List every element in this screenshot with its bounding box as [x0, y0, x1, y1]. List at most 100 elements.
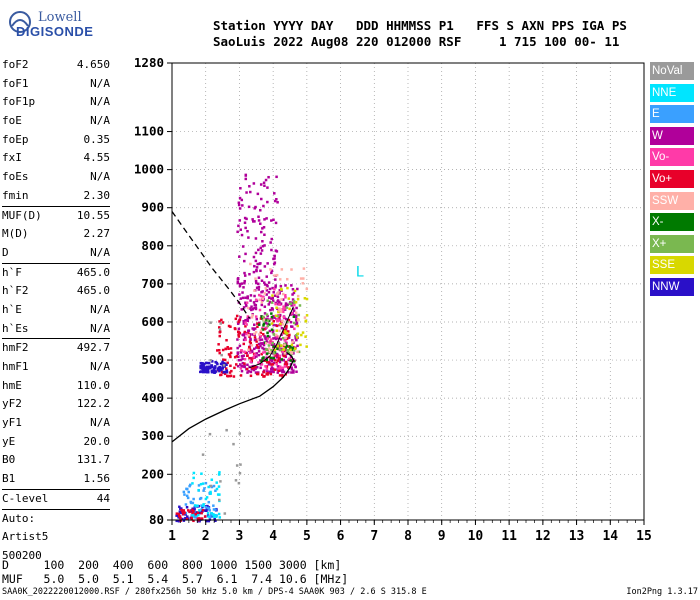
param-row: C-level 44 [2, 490, 110, 509]
echo-point [206, 511, 210, 515]
echo-point [243, 271, 246, 275]
echo-point [303, 297, 307, 300]
echo-point [274, 302, 277, 306]
echo-point [254, 365, 257, 369]
echo-point [236, 281, 240, 285]
echo-point [261, 295, 265, 299]
echo-point [269, 317, 272, 321]
echo-point [278, 329, 281, 333]
echo-point [238, 432, 242, 435]
y-tick-label: 1100 [134, 124, 164, 139]
echo-point [229, 325, 232, 328]
echo-point [204, 497, 208, 501]
echo-point [239, 367, 243, 370]
echo-point [237, 331, 241, 334]
echo-point [212, 513, 215, 516]
echo-point [265, 326, 268, 329]
echo-point [196, 511, 200, 515]
header-line2: SaoLuis 2022 Aug08 220 012000 RSF 1 715 … [213, 34, 620, 49]
echo-point [301, 331, 305, 334]
echo-point [245, 323, 248, 326]
echo-point [290, 351, 294, 355]
echo-point [276, 314, 280, 318]
echo-point [299, 343, 302, 347]
param-name: MUF(D) [2, 208, 42, 222]
echo-point [266, 322, 269, 326]
echo-point [205, 365, 209, 369]
echo-point [193, 504, 197, 507]
echo-point [295, 336, 299, 339]
echo-point [205, 496, 209, 499]
echo-point [244, 318, 247, 322]
echo-point [248, 348, 252, 351]
echo-point [265, 283, 269, 287]
echo-point [281, 350, 284, 353]
echo-point [260, 363, 264, 366]
echo-point [259, 246, 262, 250]
echo-point [281, 370, 284, 374]
echo-point [229, 364, 232, 368]
echo-point [251, 307, 255, 311]
echo-point [175, 514, 178, 517]
echo-point [274, 333, 278, 337]
echo-point [237, 320, 240, 324]
param-value: 131.7 [76, 453, 110, 467]
echo-point [271, 341, 274, 345]
echo-point [269, 241, 272, 244]
echo-point [213, 369, 216, 373]
echo-point [214, 489, 217, 493]
echo-point [290, 268, 293, 271]
echo-point [263, 292, 266, 295]
echo-point [181, 510, 184, 514]
echo-point [244, 351, 247, 355]
echo-points [175, 173, 309, 523]
echo-point [279, 367, 282, 370]
echo-point [280, 268, 284, 271]
echo-point [246, 295, 249, 298]
polarization-legend: NoVal NNE E W Vo- Vo+ SSW X- X+ SSE NNW [650, 62, 694, 300]
echo-point [270, 366, 274, 369]
echo-point [237, 481, 241, 485]
echo-point [264, 336, 267, 339]
echo-point [241, 361, 245, 365]
echo-point [269, 358, 272, 362]
logo-line2: DIGISONDE [16, 24, 94, 39]
echo-point [281, 308, 284, 311]
echo-point [280, 322, 283, 326]
echo-point [260, 352, 263, 356]
echo-point [242, 333, 245, 337]
echo-point [201, 510, 204, 513]
echo-point [266, 319, 270, 322]
echo-point [197, 484, 201, 487]
echo-point [278, 374, 282, 377]
echo-point [234, 479, 238, 482]
echo-point [234, 327, 237, 331]
echo-point [204, 367, 208, 371]
echo-point [220, 353, 223, 357]
echo-point [259, 269, 262, 273]
echo-point [239, 282, 242, 286]
echo-point [244, 302, 248, 306]
echo-point [179, 507, 182, 511]
echo-point [290, 368, 294, 371]
echo-point [262, 324, 265, 327]
echo-point [241, 204, 244, 207]
echo-point [240, 282, 244, 285]
echo-point [270, 348, 273, 352]
echo-point [190, 518, 193, 521]
echo-point [267, 281, 271, 284]
y-tick-label: 200 [141, 466, 164, 481]
echo-point [294, 316, 298, 319]
echo-point [257, 353, 261, 357]
echo-point [192, 497, 195, 501]
echo-point [282, 370, 286, 374]
echo-point [219, 362, 223, 366]
echo-point [225, 363, 228, 367]
echo-point [305, 314, 309, 317]
x-tick-label: 4 [269, 529, 277, 544]
echo-point [253, 336, 257, 339]
echo-point [226, 345, 229, 349]
echo-point [242, 342, 246, 346]
echo-point [201, 508, 205, 512]
echo-point [197, 513, 200, 517]
